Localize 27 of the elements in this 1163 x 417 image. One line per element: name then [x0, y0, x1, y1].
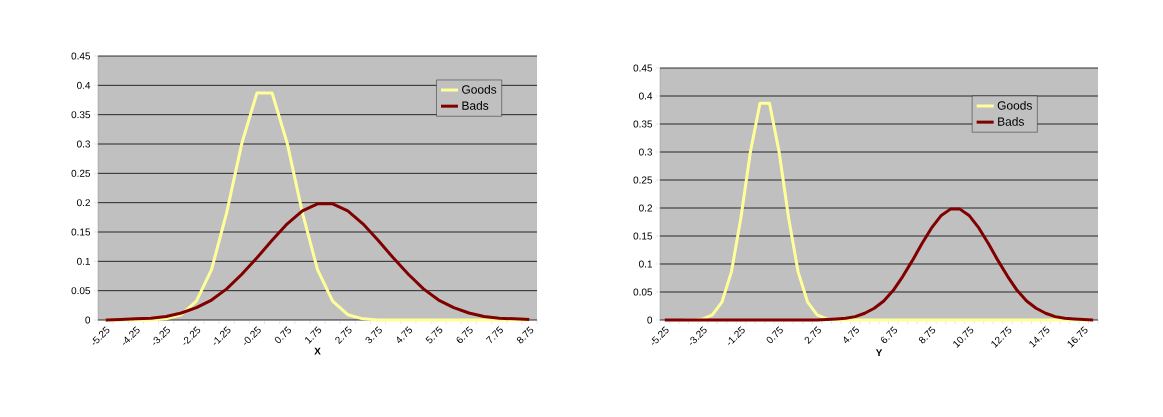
y-tick-label: 0.25	[633, 176, 653, 184]
y-tick-label: 0.15	[71, 228, 91, 236]
y-tick-label: 0.45	[633, 64, 653, 72]
y-tick-label: 0.15	[633, 232, 653, 240]
y-tick-label: 0.3	[77, 140, 91, 148]
y-tick-label: 0.2	[639, 204, 652, 212]
y-tick-label: 0.1	[639, 260, 653, 268]
y-tick-label: 0.05	[633, 288, 653, 296]
y-tick-label: 0	[647, 316, 653, 324]
line-series	[104, 202, 531, 322]
y-tick-label: 0.1	[77, 257, 91, 265]
legend-label: Bads	[998, 117, 1024, 126]
y-tick-label: 0.25	[71, 169, 91, 177]
y-tick-label: 0.35	[633, 120, 653, 128]
y-tick-label: 0.35	[71, 111, 91, 119]
y-tick-label: 0.4	[639, 92, 653, 100]
y-tick-label: 0.4	[77, 81, 91, 89]
x-axis-title: Y	[875, 349, 883, 357]
x-axis-title: X	[314, 347, 321, 355]
y-tick-label: 0	[85, 316, 91, 324]
legend-label: Goods	[462, 84, 497, 94]
legend-label: Goods	[997, 100, 1032, 110]
y-tick-label: 0.05	[71, 287, 91, 295]
y-tick-label: 0.45	[71, 52, 91, 60]
legend-label: Bads	[462, 101, 489, 110]
y-tick-label: 0.3	[639, 148, 653, 156]
y-tick-label: 0.2	[77, 199, 90, 207]
